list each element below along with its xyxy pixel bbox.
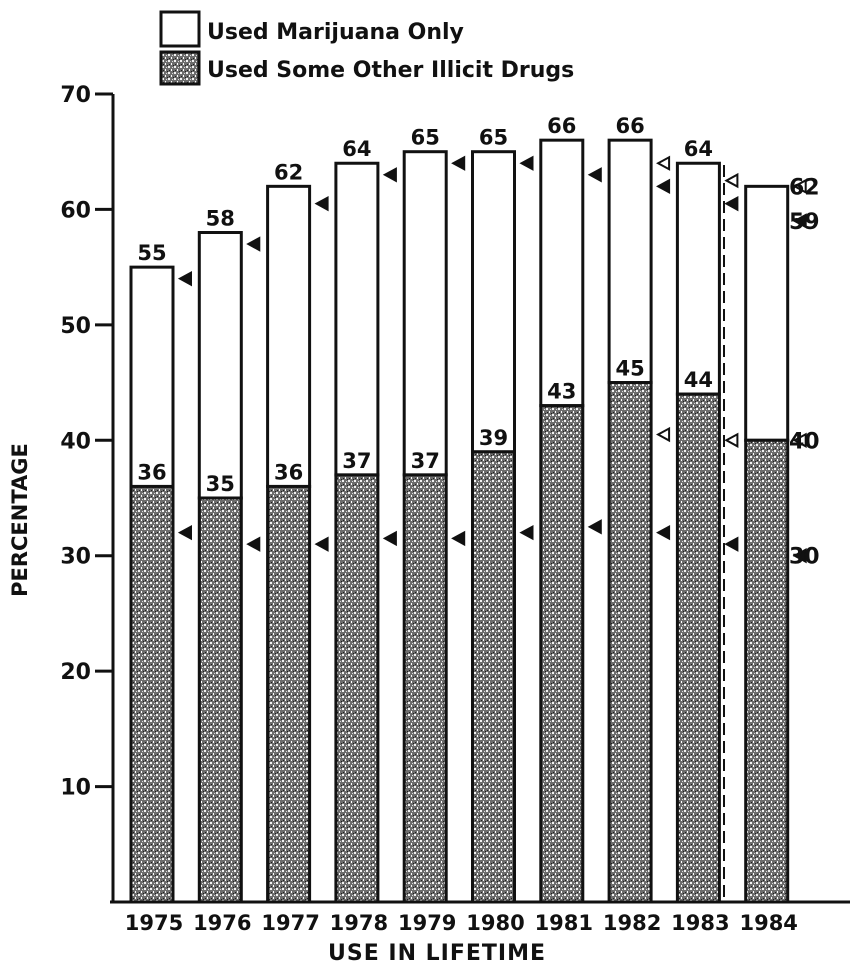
marker-filled-total [246, 236, 261, 252]
legend-label-other-drugs: Used Some Other Illicit Drugs [207, 58, 574, 83]
bar-other-drugs [471, 450, 516, 904]
y-tick-label: 60 [60, 198, 91, 223]
y-tick-label: 70 [60, 83, 91, 108]
legend-swatch-other-drugs [159, 50, 201, 86]
data-label-other: 37 [342, 449, 371, 473]
bar-marijuana-only [197, 231, 243, 500]
x-tick-label: 1976 [193, 911, 251, 935]
y-tick-label: 20 [60, 660, 91, 685]
bar-other-drugs [675, 392, 721, 904]
bar-other-drugs [539, 404, 585, 904]
bar-other-drugs [197, 496, 243, 904]
marker-filled-other [792, 548, 807, 564]
marker-filled-other [724, 536, 739, 552]
y-tick-label: 50 [60, 314, 91, 339]
y-tick-label: 10 [60, 776, 91, 801]
annotation-label: 59 [789, 210, 820, 235]
data-label-other: 35 [206, 472, 235, 496]
x-tick-label: 1984 [739, 911, 797, 935]
marker-open-total [656, 155, 671, 171]
y-tick-label: 30 [60, 545, 91, 570]
x-tick-label: 1978 [330, 911, 388, 935]
x-tick-label: 1981 [535, 911, 593, 935]
bar-other-drugs [744, 438, 790, 904]
data-label-total: 64 [684, 137, 713, 161]
marker-open-other [792, 432, 807, 448]
x-tick-label: 1980 [466, 911, 524, 935]
axes: 10 20 30 40 50 60 70 PERCENTAGE USE IN LIFETIM… [8, 83, 850, 966]
marker-filled-total [519, 155, 534, 171]
data-label-total: 65 [411, 126, 440, 150]
legend-swatch-marijuana [159, 10, 201, 48]
bar-other-drugs [129, 484, 175, 904]
y-axis-label: PERCENTAGE [8, 443, 32, 597]
bar-other-drugs [266, 484, 312, 904]
data-label-other: 37 [411, 449, 440, 473]
marker-filled-total [792, 213, 807, 229]
x-tick-label: 1979 [398, 911, 456, 935]
bar-marijuana-only [402, 150, 448, 477]
marker-filled-other [451, 530, 466, 547]
marker-filled-other [656, 524, 671, 541]
x-tick-label: 1975 [125, 911, 183, 935]
marker-filled-total [724, 195, 739, 212]
marker-filled-other [246, 536, 261, 552]
x-tick-label: 1982 [603, 911, 661, 935]
marker-open-other [656, 426, 671, 443]
marker-filled-total [314, 195, 329, 212]
data-label-other: 39 [479, 426, 508, 450]
y-tick-label: 40 [60, 429, 91, 454]
marker-filled-total [382, 167, 397, 183]
marker-filled-total [177, 270, 192, 287]
x-tick-label: 1983 [671, 911, 729, 935]
bar-marijuana-only [744, 184, 790, 442]
bar-other-drugs [334, 473, 380, 904]
data-label-other: 36 [274, 460, 303, 484]
data-label-total: 64 [342, 137, 371, 161]
marker-filled-other [314, 536, 329, 552]
bar-other-drugs [607, 381, 653, 904]
data-label-total: 58 [206, 207, 235, 231]
bars: 55 36 58 35 62 36 64 37 65 37 65 39 66 43 66 45 64 44 [129, 114, 790, 904]
data-label-other: 43 [547, 380, 576, 404]
bar-marijuana-only [471, 150, 516, 454]
annotation-label: 62 [789, 175, 820, 200]
legend: Used Marijuana Only Used Some Other Illi… [159, 10, 574, 86]
marker-filled-total [656, 178, 671, 195]
data-label-other: 44 [684, 368, 713, 392]
data-label-other: 45 [615, 357, 644, 381]
trend-markers [177, 155, 807, 564]
x-tick-label: 1977 [261, 911, 319, 935]
annotation-label: 40 [789, 429, 820, 454]
bar-marijuana-only [607, 138, 653, 385]
marker-filled-other [382, 530, 397, 547]
data-label-total: 65 [479, 126, 508, 150]
legend-label-marijuana: Used Marijuana Only [207, 20, 464, 45]
x-tick-labels: 1975 1976 1977 1978 1979 1980 1981 1982 1983 1984 [125, 911, 798, 935]
annotation-label: 30 [789, 545, 820, 570]
marker-filled-other [519, 524, 534, 541]
bar-marijuana-only [334, 161, 380, 477]
x-axis-label: USE IN LIFETIME [328, 941, 546, 966]
y-ticks: 10 20 30 40 50 60 70 [60, 83, 113, 801]
data-label-total: 55 [137, 241, 166, 265]
bar-marijuana-only [675, 161, 721, 396]
marker-open-total [724, 172, 739, 189]
bar-marijuana-only [266, 184, 312, 488]
marker-open-other [724, 432, 739, 448]
right-annotations: 62 59 40 30 [789, 175, 820, 569]
marker-filled-total [451, 155, 466, 171]
marker-filled-total [587, 167, 602, 183]
marker-filled-other [587, 519, 602, 535]
data-label-total: 62 [274, 160, 303, 184]
bar-marijuana-only [129, 265, 175, 488]
data-label-total: 66 [615, 114, 644, 138]
data-label-other: 36 [137, 460, 166, 484]
bar-other-drugs [402, 473, 448, 904]
bar-marijuana-only [539, 138, 585, 408]
data-label-total: 66 [547, 114, 576, 138]
marker-open-total [792, 178, 807, 195]
marker-filled-other [177, 524, 192, 541]
